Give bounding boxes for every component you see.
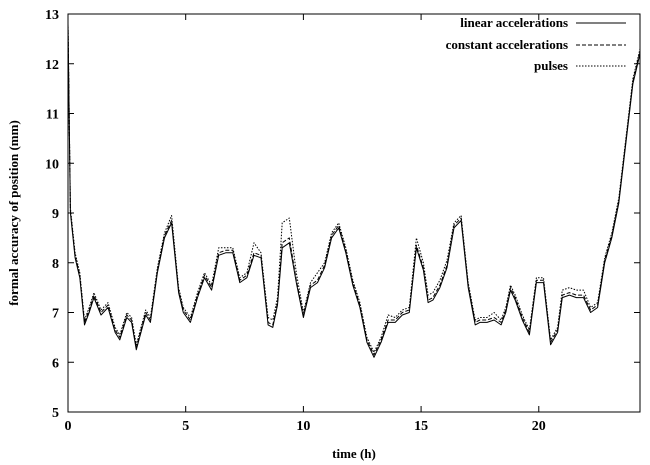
legend-label-constant: constant accelerations bbox=[446, 37, 568, 52]
y-tick-label: 7 bbox=[52, 307, 59, 322]
legend-label-pulses: pulses bbox=[534, 58, 568, 73]
y-tick-label: 11 bbox=[46, 108, 59, 123]
y-axis-label: formal accuracy of position (mm) bbox=[6, 120, 21, 306]
series-line-constant-accelerations bbox=[67, 23, 641, 356]
x-axis-label: time (h) bbox=[332, 446, 376, 461]
y-axis-ticks: 5 6 7 8 9 10 11 12 13 bbox=[45, 8, 640, 421]
x-tick-label: 15 bbox=[414, 419, 428, 434]
y-tick-label: 6 bbox=[52, 356, 59, 371]
series-line-linear-accelerations bbox=[67, 23, 641, 358]
plot-frame bbox=[67, 13, 641, 413]
legend: linear accelerations constant accelerati… bbox=[446, 15, 626, 73]
y-tick-label: 13 bbox=[45, 8, 59, 23]
x-tick-label: 10 bbox=[296, 419, 310, 434]
y-tick-label: 12 bbox=[45, 58, 59, 73]
y-tick-label: 10 bbox=[45, 157, 59, 172]
x-tick-label: 0 bbox=[65, 419, 72, 434]
x-axis-ticks: 0 5 10 15 20 bbox=[65, 14, 546, 434]
x-tick-label: 5 bbox=[182, 419, 189, 434]
series-layer bbox=[67, 23, 641, 358]
x-tick-label: 20 bbox=[532, 419, 546, 434]
y-tick-label: 9 bbox=[52, 207, 59, 222]
legend-label-linear: linear accelerations bbox=[460, 15, 568, 30]
y-tick-label: 8 bbox=[52, 257, 59, 272]
series-line-pulses bbox=[67, 23, 641, 353]
y-tick-label: 5 bbox=[52, 406, 59, 421]
